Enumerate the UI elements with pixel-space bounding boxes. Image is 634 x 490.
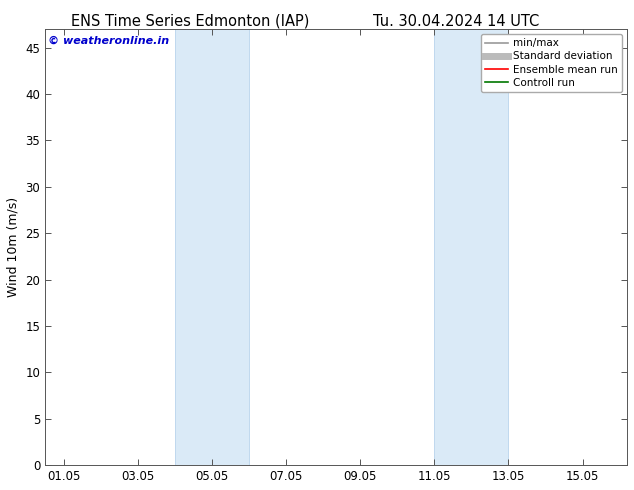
Text: Tu. 30.04.2024 14 UTC: Tu. 30.04.2024 14 UTC	[373, 14, 540, 29]
Text: © weatheronline.in: © weatheronline.in	[48, 36, 169, 46]
Bar	[434, 29, 508, 465]
Y-axis label: Wind 10m (m/s): Wind 10m (m/s)	[7, 197, 20, 297]
Text: ENS Time Series Edmonton (IAP): ENS Time Series Edmonton (IAP)	[71, 14, 309, 29]
Legend: min/max, Standard deviation, Ensemble mean run, Controll run: min/max, Standard deviation, Ensemble me…	[481, 34, 622, 92]
Bar	[175, 29, 249, 465]
